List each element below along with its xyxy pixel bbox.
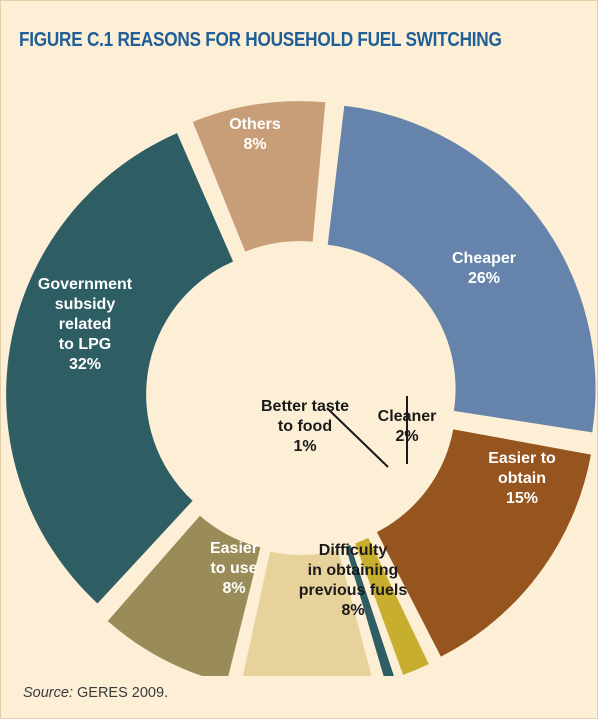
slice-label-easier-to-obtain: Easier to obtain 15% <box>488 450 556 507</box>
slice-label-better-taste-to-food: Better taste to food 1% <box>261 398 349 455</box>
slice-label-cleaner: Cleaner 2% <box>378 408 437 445</box>
leader-line-better-taste-to-food <box>326 407 389 468</box>
slice-label-cheaper: Cheaper 26% <box>452 250 516 287</box>
slice-label-easier-to-use: Easier to use 8% <box>210 540 258 597</box>
slice-better-taste-to-food <box>345 545 394 676</box>
slice-cleaner <box>355 537 429 675</box>
slice-label-others: Others 8% <box>229 116 281 153</box>
slice-cheaper <box>327 105 596 433</box>
source-text: GERES 2009. <box>72 685 169 701</box>
chart-title: FIGURE C.1 REASONS FOR HOUSEHOLD FUEL SW… <box>19 29 502 51</box>
slice-label-difficulty-in-obtaining-previous-fuels: Difficulty in obtaining previous fuels 8% <box>299 542 408 619</box>
source-label: Source: <box>23 685 73 701</box>
slice-label-government-subsidy-related-to-lpg: Government subsidy related to LPG 32% <box>38 276 133 373</box>
slice-easier-to-obtain <box>376 429 591 657</box>
slice-easier-to-use <box>107 515 261 676</box>
source-note: Source: GERES 2009. <box>23 685 168 701</box>
donut-chart: Cheaper 26% Easier to obtain 15% Cleaner 2% Bet… <box>6 101 596 676</box>
slice-others <box>192 101 326 252</box>
slice-difficulty-in-obtaining-previous-fuels <box>242 550 372 676</box>
slice-government-subsidy-related-to-lpg <box>6 133 234 604</box>
